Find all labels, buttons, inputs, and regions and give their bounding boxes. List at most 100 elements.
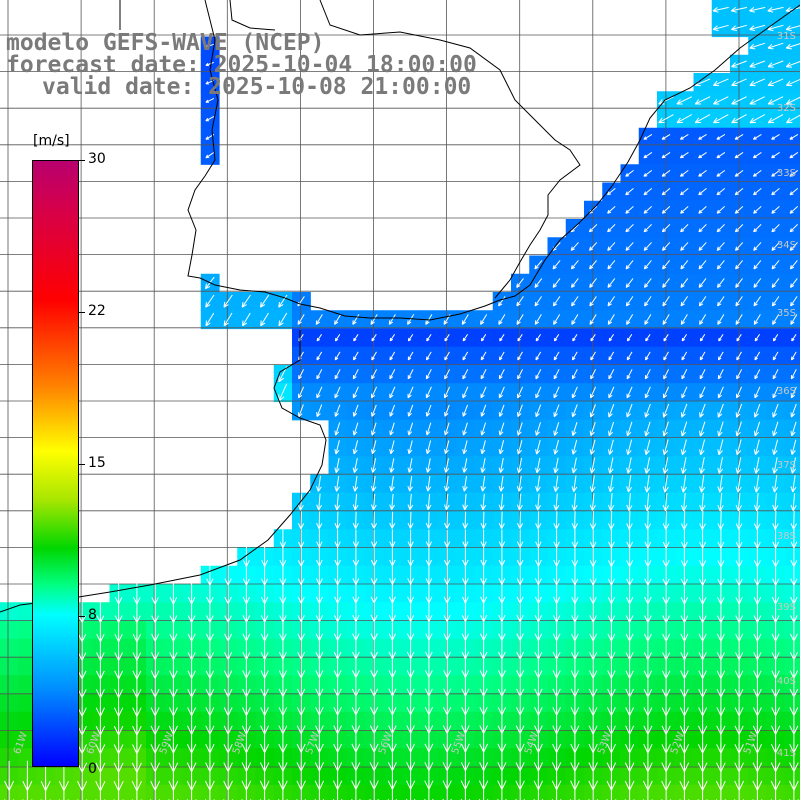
wind-arrow [535,457,541,474]
wind-arrows [4,6,800,800]
wind-arrow [713,78,729,87]
wind-arrow [661,188,671,196]
wind-arrow [387,779,398,800]
wind-arrow [662,314,670,325]
wind-cell [784,711,800,731]
wind-arrow [480,493,487,511]
wind-arrow [789,151,799,159]
wind-arrow [644,421,651,437]
wind-cell [0,711,19,731]
wind-arrow [498,422,505,436]
wind-arrow [644,314,652,325]
wind-arrow [731,24,748,31]
wind-cell [784,474,800,494]
wind-arrow [205,151,215,159]
wind-arrow [553,511,560,530]
wind-arrow [749,60,766,68]
wind-arrow [753,510,761,530]
wind-arrow [480,547,487,567]
wind-arrow [95,778,106,800]
wind-arrow [735,260,743,270]
wind-arrow [461,619,470,641]
wind-arrow [241,294,251,308]
wind-arrow [589,439,596,455]
wind-arrow [425,422,432,436]
wind-arrow [334,422,341,436]
wind-cell [784,146,800,165]
wind-arrow [698,296,707,307]
wind-arrow [772,439,779,455]
wind-arrow [535,386,542,399]
wind-arrow [694,96,711,105]
wind-arrow [607,475,614,493]
wind-arrow [589,296,597,307]
wind-cell [784,255,800,275]
wind-arrow [297,511,305,530]
wind-cell [0,602,19,622]
wind-arrow [625,206,634,214]
wind-arrow [334,314,342,325]
wind-arrow [4,778,15,800]
wind-cell [784,328,800,348]
wind-arrow [788,779,799,800]
colorbar-unit: [m/s] [33,133,70,149]
wind-arrow [643,206,653,214]
wind-arrow [371,440,377,455]
wind-arrow [298,386,305,399]
wind-arrow [749,42,766,50]
wind-arrow [278,312,288,327]
wind-arrow [626,369,633,380]
wind-arrow [444,334,450,342]
wind-arrow [661,169,671,177]
wind-arrow [680,492,688,512]
wind-arrow [572,334,578,342]
wind-arrow [516,583,524,604]
wind-arrow [625,278,634,288]
wind-cell [0,748,19,768]
wind-arrow [443,458,450,473]
wind-arrow [789,188,799,196]
wind-arrow [552,296,561,307]
wind-arrow [772,492,779,511]
wind-arrow [694,114,711,124]
wind-arrow [734,778,745,800]
wind-arrow [772,457,778,474]
wind-arrow [352,493,359,511]
wind-arrow [369,779,379,800]
wind-arrow [749,6,766,13]
wind-arrow [407,422,414,436]
wind-arrow [771,296,780,307]
wind-arrow [334,458,340,473]
wind-arrow [589,564,597,586]
wind-arrow [716,169,726,177]
title-forecast-date: forecast date: 2025-10-04 18:00:00 [6,52,477,78]
wind-arrow [698,260,707,270]
wind-arrow [731,60,747,68]
wind-cell [784,365,800,384]
wind-arrow [370,529,378,548]
wind-arrow [497,779,507,800]
lat-label: 40S [776,676,796,687]
wind-arrow [535,529,542,548]
wind-arrow [736,369,743,380]
wind-arrow [680,403,688,418]
wind-arrow [607,314,615,325]
wind-arrow [571,404,578,418]
wind-arrow [698,224,707,233]
wind-arrow [334,351,341,361]
coastline-path [0,330,327,613]
wind-arrow [371,386,378,399]
wind-arrow [590,351,596,361]
colorbar-tick-mark [79,464,85,465]
wind-arrow [698,206,707,214]
wind-arrow [425,529,432,548]
wind-arrow [462,404,469,417]
wind-arrow [571,475,578,492]
wind-arrow [352,529,360,548]
wind-arrow [425,476,432,492]
wind-arrow [717,546,725,568]
wind-arrow [334,475,341,492]
wind-arrow [462,422,468,436]
wind-arrow [771,206,780,214]
